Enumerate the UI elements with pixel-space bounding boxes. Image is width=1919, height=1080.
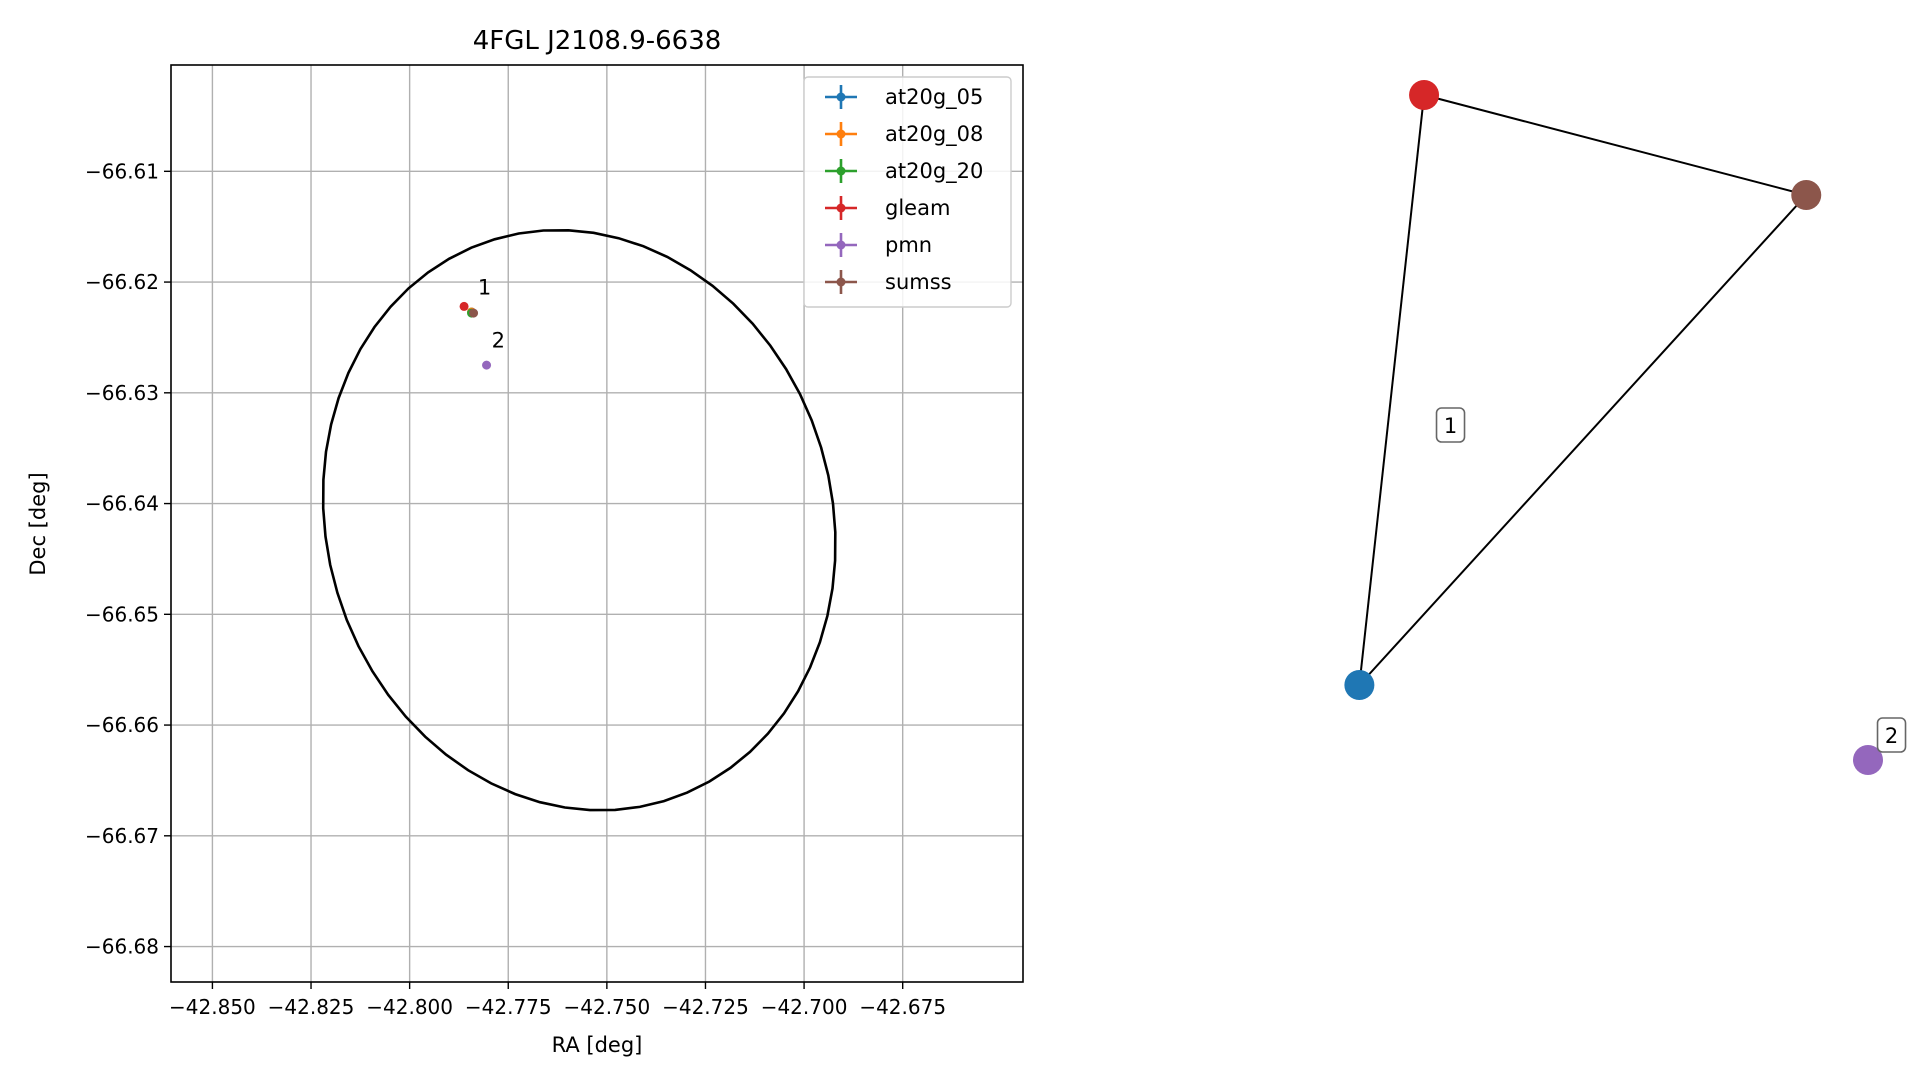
legend-marker-dot <box>836 240 846 250</box>
node-sumss <box>1791 180 1822 210</box>
graph-label: 2 <box>1876 717 1907 753</box>
legend-label: at20g_08 <box>885 122 983 147</box>
x-tick-label: −42.700 <box>761 995 848 1019</box>
legend-marker-dot <box>836 203 846 213</box>
legend-label: sumss <box>885 270 952 294</box>
x-ticks: −42.850 −42.825 −42.800 −42.775 −42.750 −42.7… <box>169 982 946 1019</box>
graph-label-box <box>1435 407 1466 443</box>
legend-item-pmn: pmn <box>825 233 932 257</box>
legend-marker-dot <box>836 129 846 139</box>
y-tick-label: −66.68 <box>85 935 159 959</box>
legend-marker-dot <box>836 166 846 176</box>
graph-edges <box>1358 94 1807 686</box>
association-graph: 12 <box>1344 80 1907 775</box>
node-at20g <box>1344 670 1375 700</box>
x-tick-label: −42.725 <box>662 995 749 1019</box>
graph-label-text: 1 <box>1444 414 1457 438</box>
edge-gleam-sumss <box>1423 94 1807 196</box>
point-annotation: 1 <box>478 275 491 299</box>
graph-label-box <box>1876 717 1907 753</box>
plot-frame <box>170 64 1024 983</box>
point-gleam <box>459 301 469 311</box>
legend-item-at20g_20: at20g_20 <box>825 159 983 184</box>
x-tick-label: −42.800 <box>366 995 453 1019</box>
legend-item-sumss: sumss <box>825 270 952 294</box>
x-tick-label: −42.675 <box>859 995 946 1019</box>
y-tick-label: −66.63 <box>85 381 159 405</box>
y-axis-label: Dec [deg] <box>26 472 50 575</box>
localization-ellipse <box>321 228 837 812</box>
legend-item-at20g_05: at20g_05 <box>825 85 983 110</box>
y-tick-label: −66.64 <box>85 492 159 516</box>
x-tick-label: −42.750 <box>563 995 650 1019</box>
edge-sumss-at20g <box>1358 194 1807 686</box>
graph-label: 1 <box>1435 407 1466 443</box>
legend-label: gleam <box>885 196 950 220</box>
point-annotations: 12 <box>478 275 505 352</box>
legend-marker-dot <box>836 92 846 102</box>
x-tick-label: −42.775 <box>465 995 552 1019</box>
x-axis-label: RA [deg] <box>552 1033 643 1057</box>
graph-nodes <box>1344 80 1883 775</box>
x-tick-label: −42.850 <box>169 995 256 1019</box>
legend-label: at20g_20 <box>885 159 983 184</box>
node-gleam <box>1409 80 1440 110</box>
y-tick-label: −66.66 <box>85 713 159 737</box>
point-pmn <box>482 360 492 370</box>
x-tick-label: −42.825 <box>268 995 355 1019</box>
graph-label-text: 2 <box>1885 724 1898 748</box>
y-ticks: −66.61 −66.62 −66.63 −66.64 −66.65 −66.66 −66.… <box>85 159 171 959</box>
graph-labels: 12 <box>1435 407 1907 753</box>
legend-marker-dot <box>836 277 846 287</box>
y-tick-label: −66.61 <box>85 159 159 183</box>
y-tick-label: −66.67 <box>85 824 159 848</box>
sky-plot: 12 −42.850 −42.825 −42.800 −42.775 −42.750 −4… <box>26 26 1024 1057</box>
point-sumss <box>469 308 479 318</box>
legend-item-gleam: gleam <box>825 196 950 220</box>
source-points <box>459 301 492 370</box>
y-tick-label: −66.65 <box>85 602 159 626</box>
node-pmn <box>1853 745 1883 775</box>
chart-title: 4FGL J2108.9-6638 <box>473 26 722 56</box>
legend-label: at20g_05 <box>885 85 983 110</box>
point-annotation: 2 <box>492 328 505 352</box>
legend-label: pmn <box>885 233 932 257</box>
edge-at20g-gleam <box>1358 94 1426 686</box>
y-tick-label: −66.62 <box>85 270 159 294</box>
legend-item-at20g_08: at20g_08 <box>825 122 983 147</box>
